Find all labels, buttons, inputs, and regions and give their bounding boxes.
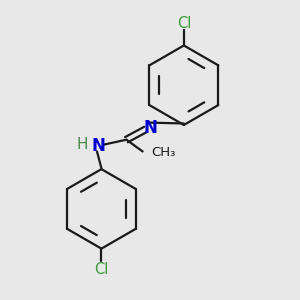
Text: N: N bbox=[92, 136, 105, 154]
Text: Cl: Cl bbox=[177, 16, 191, 31]
Text: Cl: Cl bbox=[94, 262, 109, 277]
Text: CH₃: CH₃ bbox=[152, 146, 176, 159]
Text: H: H bbox=[76, 136, 88, 152]
Text: N: N bbox=[143, 119, 157, 137]
